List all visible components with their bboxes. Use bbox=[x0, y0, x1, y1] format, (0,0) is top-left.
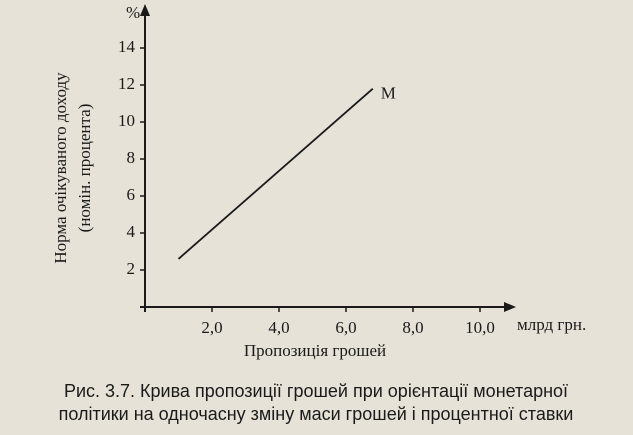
x-tick-label: 2,0 bbox=[201, 318, 222, 337]
y-label: (номін. процента) bbox=[75, 104, 94, 233]
y-tick-label: 4 bbox=[127, 222, 136, 241]
x-tick-label: 8,0 bbox=[402, 318, 423, 337]
x-tick-label: 10,0 bbox=[465, 318, 495, 337]
y-arrow bbox=[140, 4, 150, 16]
x-arrow bbox=[504, 302, 516, 312]
caption: політики на одночасну зміну маси грошей … bbox=[59, 404, 574, 424]
y-tick-label: 14 bbox=[118, 37, 136, 56]
y-tick-label: 8 bbox=[127, 148, 136, 167]
y-tick-label: 6 bbox=[127, 185, 136, 204]
line bbox=[177, 88, 374, 260]
y-unit: % bbox=[126, 3, 140, 22]
y-tick-label: 2 bbox=[127, 259, 136, 278]
x-label: Пропозиція грошей bbox=[244, 341, 386, 360]
x-tick-label: 6,0 bbox=[335, 318, 356, 337]
y-tick-label: 12 bbox=[118, 74, 135, 93]
y-tick-label: 10 bbox=[118, 111, 135, 130]
x-tick-label: 4,0 bbox=[268, 318, 289, 337]
annotation: M bbox=[381, 84, 396, 103]
y-label: Норма очікуваного доходу bbox=[51, 72, 70, 264]
x-unit: млрд грн. bbox=[517, 315, 586, 334]
caption: Рис. 3.7. Крива пропозиції грошей при ор… bbox=[64, 381, 568, 401]
